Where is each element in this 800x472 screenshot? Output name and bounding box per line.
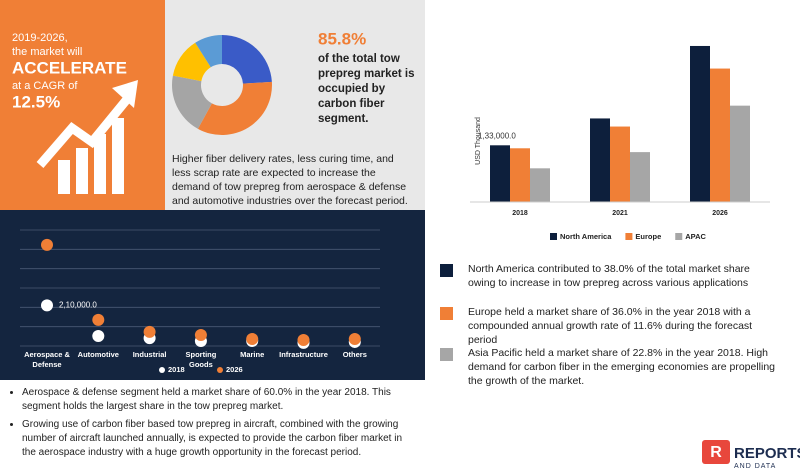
x-tick-label: Infrastructure [279,350,328,359]
dot [194,328,207,341]
dot [348,333,361,346]
pie-slice [171,75,212,129]
banner-cagr: 12.5% [12,92,60,111]
note: North America contributed to 38.0% of th… [440,262,780,290]
note-text: Europe held a market share of 36.0% in t… [468,306,753,346]
bullets: Aerospace & defense segment held a marke… [6,386,406,464]
logo-mark: R [710,444,722,461]
bar [630,152,650,202]
note: Europe held a market share of 36.0% in t… [440,305,780,347]
bar [510,148,530,202]
note-swatch [440,348,453,361]
pie-slice [172,42,211,82]
note-text: Asia Pacific held a market share of 22.8… [468,347,776,387]
x-tick-label: 2021 [612,210,628,217]
bar [730,105,750,202]
legend-dot [159,367,165,373]
dot [143,325,156,338]
legend-label: North America [560,232,612,241]
logo-sub: AND DATA [734,463,776,470]
highlight-figure: 85.8% [318,29,366,48]
dot [41,238,53,251]
legend-label: Europe [635,232,661,241]
paragraph: Higher fiber delivery rates, less curing… [172,153,408,207]
bar [490,145,510,202]
dot [246,333,259,346]
legend-label: APAC [685,232,706,241]
x-tick-label: Marine [240,350,264,359]
dot-panel-bg [0,210,425,380]
bar [610,126,630,202]
dot [297,334,310,347]
banner-line: at a CAGR of [12,80,78,92]
note-swatch [440,264,453,277]
legend-swatch [625,233,633,240]
dot [92,329,105,342]
legend-label: 2026 [226,365,243,374]
legend-swatch [550,233,557,240]
x-tick-label: Others [343,350,367,359]
logo-badge [702,440,730,464]
y-axis-label: USD Thousand [475,117,482,165]
x-tick-label: 2026 [712,210,728,217]
dot [41,299,53,312]
bar [530,168,550,202]
value-label: 1,33,000.0 [478,131,516,140]
legend-swatch [675,233,683,240]
x-tick-label: Automotive [78,350,119,359]
legend-label: 2018 [168,365,185,374]
value-label: 2,10,000.0 [59,301,97,310]
note: Asia Pacific held a market share of 22.8… [440,346,780,388]
bullet-list: Aerospace & defense segment held a marke… [6,386,406,460]
growth-icon [36,80,138,194]
legend-dot [217,367,223,373]
note-swatch [440,307,453,320]
logo-name: REPORTS [734,445,800,462]
bullet: Growing use of carbon fiber based tow pr… [22,418,406,460]
bar [690,45,710,203]
bar [590,118,610,202]
note-text: North America contributed to 38.0% of th… [468,263,750,289]
banner-line: 2019-2026, [12,32,68,44]
banner-headline: ACCELERATE [12,58,127,77]
x-tick-label: Aerospace & Defense [24,350,70,369]
pie-slice [195,35,222,68]
x-tick-label: Industrial [133,350,167,359]
highlight-text: of the total tow prepreg market is occup… [318,53,415,125]
x-tick-label: Sporting Goods [185,350,216,369]
pie-slice [197,81,272,135]
x-tick-label: 2018 [512,210,528,217]
bar [710,68,730,202]
banner-line: the market will [12,46,82,58]
pie-slice [222,35,272,84]
dot [92,313,105,326]
bullet: Aerospace & defense segment held a marke… [22,386,406,414]
